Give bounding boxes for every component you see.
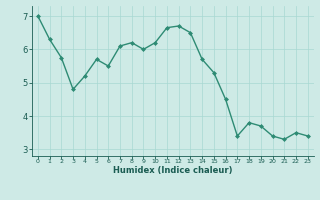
- X-axis label: Humidex (Indice chaleur): Humidex (Indice chaleur): [113, 166, 233, 175]
